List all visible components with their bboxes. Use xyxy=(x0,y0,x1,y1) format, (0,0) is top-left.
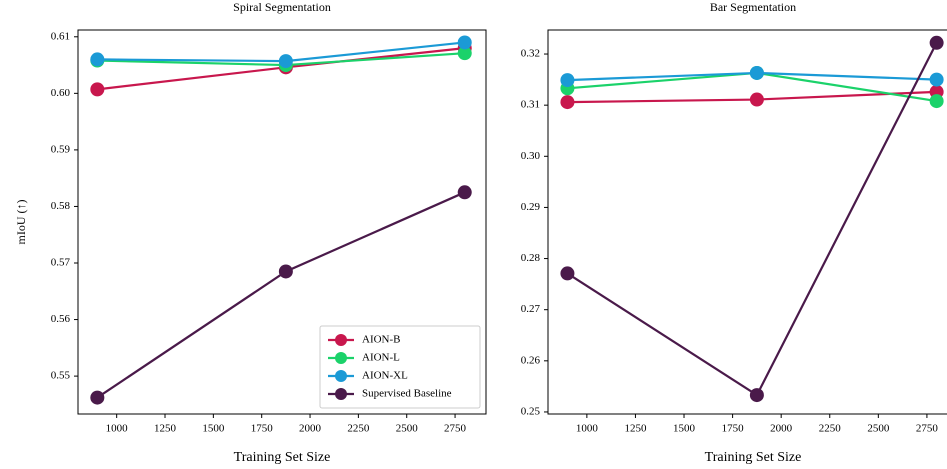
point xyxy=(929,72,944,87)
point xyxy=(278,264,293,279)
legend-marker xyxy=(335,352,347,364)
y-tick-label: 0.25 xyxy=(521,405,541,417)
y-tick-label: 0.31 xyxy=(521,99,540,111)
x-tick-label: 1000 xyxy=(576,423,599,435)
x-tick-label: 1250 xyxy=(154,423,177,435)
point xyxy=(560,266,575,281)
point xyxy=(90,82,105,97)
point xyxy=(457,46,472,61)
x-tick-label: 1750 xyxy=(722,423,745,435)
legend-label: AION-XL xyxy=(362,370,408,382)
y-tick-label: 0.32 xyxy=(521,48,540,60)
x-tick-label: 2500 xyxy=(396,423,419,435)
y-tick-label: 0.60 xyxy=(51,87,71,99)
x-tick-label: 2000 xyxy=(299,423,322,435)
y-tick-label: 0.58 xyxy=(51,200,71,212)
x-tick-label: 1500 xyxy=(202,423,225,435)
point xyxy=(560,73,575,88)
y-tick-label: 0.28 xyxy=(521,252,541,264)
y-tick-label: 0.26 xyxy=(521,354,541,366)
x-tick-label: 2250 xyxy=(819,423,842,435)
x-tick-label: 1250 xyxy=(624,423,647,435)
legend-marker xyxy=(335,334,347,346)
plot-frame xyxy=(547,29,947,415)
point xyxy=(457,185,472,200)
x-tick-label: 2750 xyxy=(444,423,467,435)
x-tick-label: 1000 xyxy=(106,423,129,435)
y-tick-label: 0.55 xyxy=(51,370,71,382)
point xyxy=(929,94,944,109)
legend-label: AION-L xyxy=(362,352,400,364)
point xyxy=(749,65,764,80)
y-tick-label: 0.57 xyxy=(51,257,71,269)
legend-label: AION-B xyxy=(362,334,401,346)
x-tick-label: 2750 xyxy=(916,423,939,435)
x-tick-label: 2500 xyxy=(867,423,890,435)
chart-title: Spiral Segmentation xyxy=(233,0,331,14)
legend-marker xyxy=(335,388,347,400)
x-axis-label: Training Set Size xyxy=(234,450,331,465)
y-tick-label: 0.29 xyxy=(521,201,541,213)
point xyxy=(560,95,575,110)
point xyxy=(90,390,105,405)
legend-box xyxy=(319,325,481,409)
y-tick-label: 0.59 xyxy=(51,143,71,155)
point xyxy=(749,92,764,107)
chart-title: Bar Segmentation xyxy=(710,0,796,14)
y-tick-label: 0.30 xyxy=(521,150,541,162)
x-tick-label: 2250 xyxy=(347,423,370,435)
point xyxy=(457,35,472,50)
plot-frame xyxy=(77,29,487,415)
x-tick-label: 2000 xyxy=(770,423,793,435)
y-axis-label: mIoU (↑) xyxy=(14,200,28,245)
point xyxy=(749,388,764,403)
x-tick-label: 1750 xyxy=(251,423,274,435)
x-tick-label: 1500 xyxy=(673,423,696,435)
legend-marker xyxy=(335,370,347,382)
legend-label: Supervised Baseline xyxy=(362,388,452,400)
point xyxy=(929,35,944,50)
point xyxy=(90,52,105,67)
point xyxy=(278,54,293,69)
y-tick-label: 0.27 xyxy=(521,303,541,315)
y-tick-label: 0.61 xyxy=(51,30,70,42)
legend: AION-B AION-L AION-XL Supervised Baseline xyxy=(319,325,481,409)
x-axis-label: Training Set Size xyxy=(705,450,802,465)
y-tick-label: 0.56 xyxy=(51,313,71,325)
